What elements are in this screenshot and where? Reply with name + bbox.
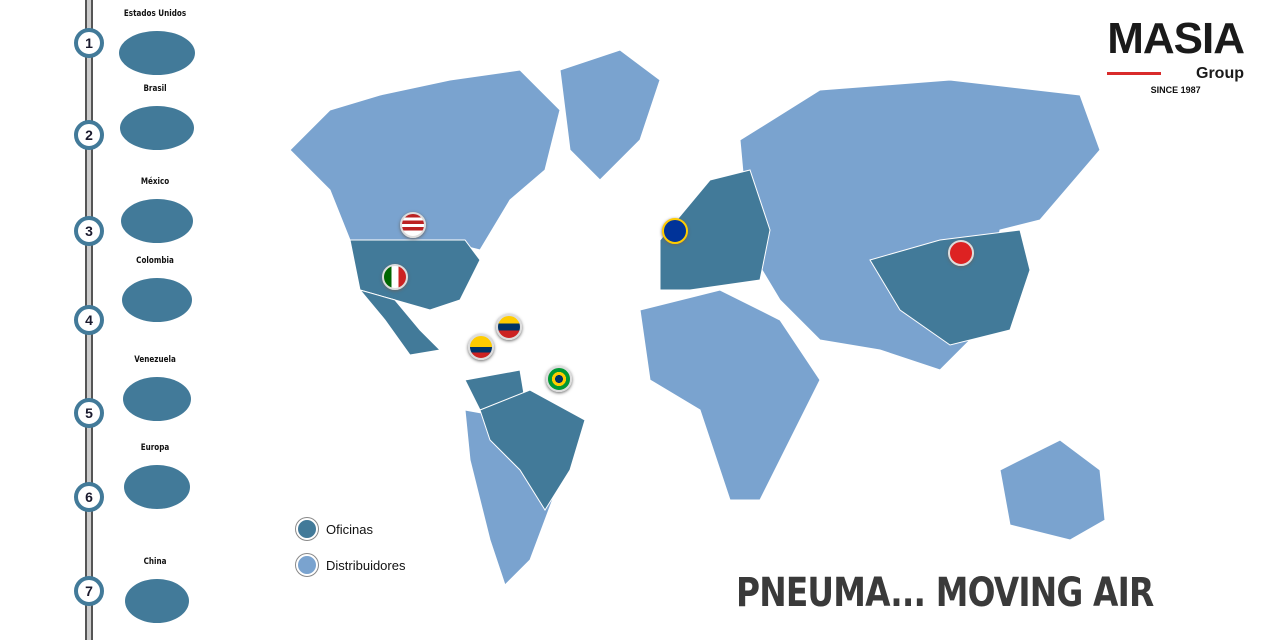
country-label: Colombia — [136, 256, 174, 266]
country-silhouette — [120, 106, 194, 150]
region-china — [869, 229, 1031, 346]
region-europe — [659, 169, 771, 291]
logo-sub: Group — [1196, 65, 1244, 82]
legend-label: Distribuidores — [326, 557, 406, 573]
country-silhouette — [124, 465, 190, 509]
country-label: Venezuela — [134, 355, 176, 365]
step-number: 7 — [74, 576, 104, 606]
country-silhouette — [121, 199, 193, 243]
office-dot-icon — [296, 518, 318, 540]
flag-colombia-pin[interactable] — [468, 334, 494, 360]
country-label: Europa — [140, 443, 170, 453]
logo-since: SINCE 1987 — [1150, 85, 1201, 95]
step-number: 1 — [74, 28, 104, 58]
region-africa — [639, 289, 821, 501]
country-label: Estados Unidos — [123, 9, 187, 19]
flag-eu-pin[interactable] — [662, 218, 688, 244]
step-number: 3 — [74, 216, 104, 246]
step-number: 2 — [74, 120, 104, 150]
country-label: México — [140, 177, 170, 187]
flag-china-pin[interactable] — [948, 240, 974, 266]
country-silhouette — [123, 377, 191, 421]
step-number: 4 — [74, 305, 104, 335]
country-label: China — [143, 557, 167, 567]
country-silhouette — [119, 31, 195, 75]
flag-venezuela-pin[interactable] — [496, 314, 522, 340]
country-label: Brasil — [143, 84, 167, 94]
flag-mexico-pin[interactable] — [382, 264, 408, 290]
region-mexico — [358, 289, 442, 356]
flag-usa-pin[interactable] — [400, 212, 426, 238]
masia-logo: MASIA Group SINCE 1987 — [1107, 14, 1245, 96]
distributor-dot-icon — [296, 554, 318, 576]
step-number: 5 — [74, 398, 104, 428]
logo-name: MASIA — [1107, 14, 1245, 63]
region-asia — [739, 79, 1101, 371]
region-greenland — [559, 49, 661, 181]
slogan: PNEUMA... MOVING AIR — [736, 570, 1154, 616]
legend-label: Oficinas — [326, 521, 373, 537]
flag-brazil-pin[interactable] — [546, 366, 572, 392]
legend-distribuidores: Distribuidores — [296, 554, 405, 576]
legend-oficinas: Oficinas — [296, 518, 373, 540]
region-brazil — [479, 389, 586, 511]
logo-red-line — [1107, 72, 1162, 75]
region-australia — [999, 439, 1106, 541]
country-silhouette — [125, 579, 189, 623]
step-number: 6 — [74, 482, 104, 512]
country-silhouette — [122, 278, 192, 322]
